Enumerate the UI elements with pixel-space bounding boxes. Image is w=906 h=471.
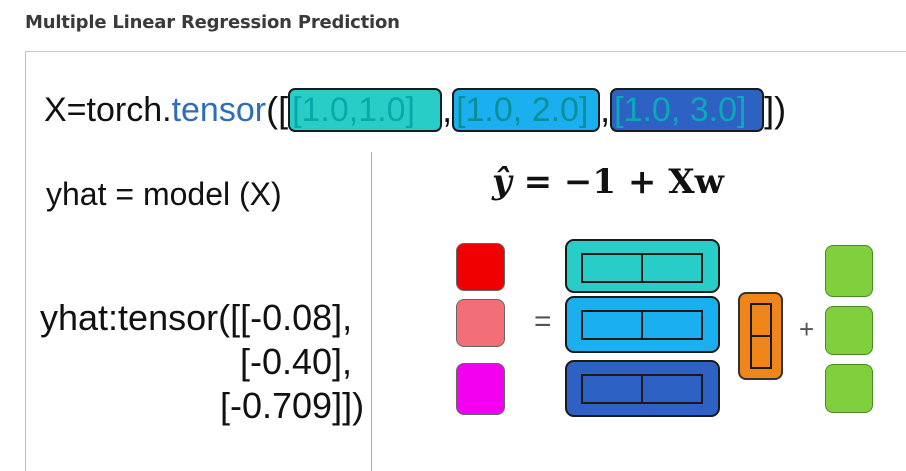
x-tensor-line: X=torch. tensor([ [1.0,1.0], [1.0, 2.0], [1… <box>44 86 786 134</box>
weight-cells <box>750 303 772 369</box>
bias-cell-3 <box>825 364 873 413</box>
x-matrix-row-3 <box>565 360 720 417</box>
model-call-line: yhat = model (X) <box>46 176 282 212</box>
yhat-output: yhat:tensor([[-0.08], [-0.40], [-0.709]]… <box>40 296 364 428</box>
output-line-2: [-0.40], <box>240 341 353 382</box>
weight-vector <box>738 292 783 380</box>
row-cells <box>581 253 703 283</box>
slide-border <box>25 52 26 471</box>
x-matrix-row-2 <box>565 296 720 353</box>
close-bracket: ]) <box>764 89 787 130</box>
x-row-1-text: [1.0,1.0] <box>292 91 415 129</box>
yhat-cell-1 <box>456 243 505 291</box>
comma: , <box>442 89 453 130</box>
bias-cell-1 <box>825 245 873 297</box>
open-bracket: ([ <box>266 89 289 130</box>
page-heading: Multiple Linear Regression Prediction <box>25 12 400 33</box>
plus-sign: + <box>799 314 815 344</box>
x-row-2-text: [1.0, 2.0] <box>456 91 589 129</box>
equals-sign: = <box>534 305 552 338</box>
yhat-cell-2 <box>456 299 505 347</box>
row-cells <box>581 374 703 404</box>
x-row-3-text: [1.0, 3.0] <box>614 91 747 129</box>
equation-rhs: = −1 + Xw <box>523 162 724 202</box>
yhat-cell-3 <box>456 363 505 415</box>
x-matrix-row-1 <box>565 239 720 293</box>
prediction-equation: ŷ = −1 + Xw <box>492 162 724 202</box>
column-divider <box>371 152 372 471</box>
heading-divider <box>25 51 906 52</box>
x-row-2: [1.0, 2.0] <box>452 88 601 132</box>
tensor-function: tensor <box>171 90 267 129</box>
x-row-1: [1.0,1.0] <box>288 88 443 132</box>
bias-cell-2 <box>825 306 873 355</box>
output-line-3: [-0.709]]) <box>220 385 365 426</box>
output-line-1: yhat:tensor([[-0.08], <box>40 297 353 338</box>
x-row-3: [1.0, 3.0] <box>610 88 765 132</box>
comma: , <box>600 89 611 130</box>
equation-lhs: ŷ <box>492 162 512 202</box>
row-cells <box>581 310 703 340</box>
x-assign-prefix: X=torch. <box>44 90 172 129</box>
